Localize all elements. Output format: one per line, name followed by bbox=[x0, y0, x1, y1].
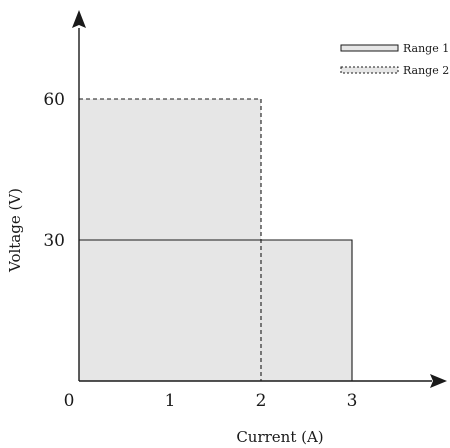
axes bbox=[72, 10, 447, 388]
tick-labels: 0 1 2 3 30 60 bbox=[43, 90, 357, 411]
y-tick-label: 60 bbox=[43, 90, 65, 110]
x-tick-label: 2 bbox=[256, 391, 267, 411]
x-tick-label: 1 bbox=[165, 391, 176, 411]
y-tick-label: 30 bbox=[43, 231, 65, 251]
range-1-boundary bbox=[79, 239, 353, 381]
range-boundaries bbox=[79, 98, 353, 381]
x-axis-arrow bbox=[430, 374, 447, 388]
legend: Range 1 Range 2 bbox=[340, 42, 449, 77]
y-axis-label: Voltage (V) bbox=[6, 188, 24, 273]
y-axis-arrow bbox=[72, 10, 86, 28]
legend-swatch-range-1 bbox=[340, 44, 399, 52]
x-tick-label: 3 bbox=[347, 391, 358, 411]
x-tick-label: 0 bbox=[64, 391, 75, 411]
legend-label-range-2: Range 2 bbox=[403, 64, 449, 77]
legend-swatch-range-2 bbox=[340, 66, 399, 74]
x-axis-label: Current (A) bbox=[236, 428, 323, 446]
range-2-boundary bbox=[79, 98, 262, 381]
legend-label-range-1: Range 1 bbox=[403, 42, 449, 55]
